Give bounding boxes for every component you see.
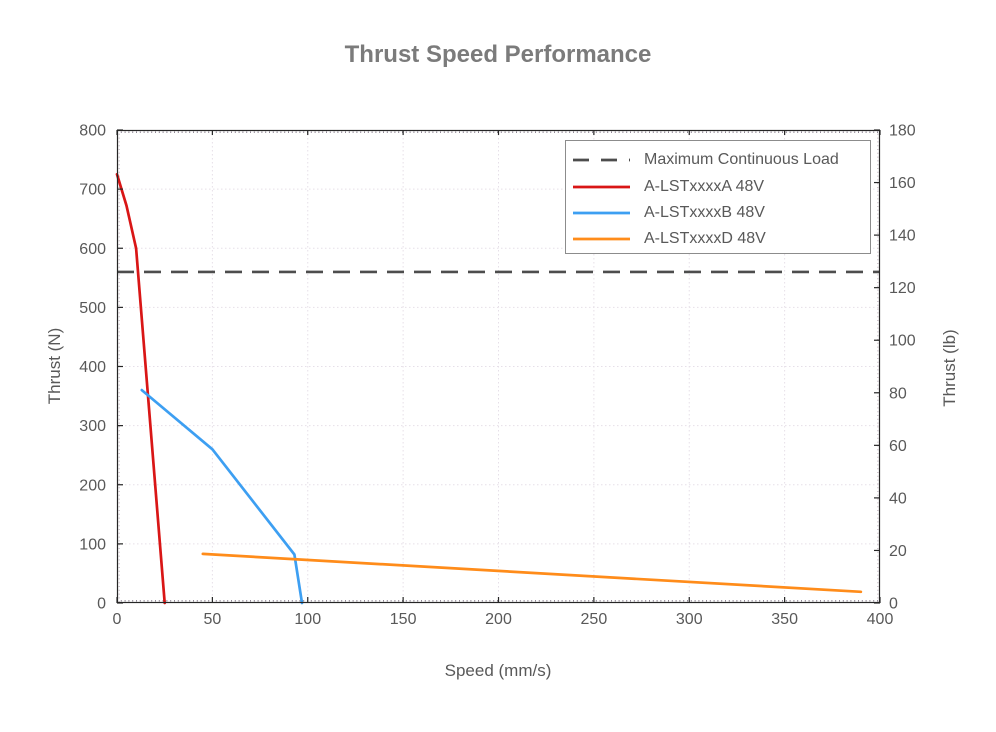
y-right-tick-label: 180 bbox=[889, 123, 916, 140]
y-right-tick-label: 160 bbox=[889, 175, 916, 192]
y-left-tick-label: 200 bbox=[79, 477, 106, 494]
legend-label: A-LSTxxxxA 48V bbox=[644, 177, 765, 195]
y-right-tick-label: 40 bbox=[889, 490, 907, 507]
legend-label: A-LSTxxxxD 48V bbox=[644, 230, 766, 248]
y-left-tick-label: 400 bbox=[79, 359, 106, 376]
x-tick-label: 250 bbox=[581, 611, 608, 628]
legend-line-sample bbox=[573, 211, 630, 215]
y-right-tick-label: 20 bbox=[889, 543, 907, 560]
y-right-tick-label: 0 bbox=[889, 596, 898, 613]
series-line-a-lstxxxxa-48v bbox=[115, 172, 167, 605]
legend: Maximum Continuous Load A-LSTxxxxA 48V A-L… bbox=[565, 140, 871, 254]
chart-title: Thrust Speed Performance bbox=[344, 41, 652, 68]
y-right-tick-label: 80 bbox=[889, 385, 907, 402]
legend-line-sample bbox=[573, 238, 630, 241]
y-left-tick-label: 700 bbox=[79, 182, 106, 199]
x-tick-label: 350 bbox=[771, 611, 798, 628]
series-line-a-lstxxxxd-48v bbox=[201, 552, 863, 594]
legend-label: A-LSTxxxxB 48V bbox=[644, 203, 765, 221]
y-right-tick-label: 100 bbox=[889, 333, 916, 350]
legend-line-sample bbox=[573, 185, 630, 188]
x-tick-label: 100 bbox=[294, 611, 321, 628]
y-left-tick-label: 600 bbox=[79, 241, 106, 258]
legend-item: Maximum Continuous Load bbox=[566, 147, 870, 173]
legend-label: Maximum Continuous Load bbox=[644, 151, 839, 169]
series-line-a-lstxxxxb-48v bbox=[140, 388, 304, 605]
y-right-tick-label: 120 bbox=[889, 280, 916, 297]
y-left-tick-label: 100 bbox=[79, 536, 106, 553]
x-tick-label: 50 bbox=[203, 611, 221, 628]
x-tick-label: 400 bbox=[867, 611, 894, 628]
y-right-tick-label: 60 bbox=[889, 438, 907, 455]
y-left-tick-label: 0 bbox=[97, 596, 106, 613]
x-tick-label: 0 bbox=[113, 611, 122, 628]
x-tick-label: 200 bbox=[485, 611, 512, 628]
y-axis-label-left: Thrust (N) bbox=[45, 327, 64, 405]
x-tick-label: 150 bbox=[390, 611, 417, 628]
x-axis-label: Speed (mm/s) bbox=[444, 661, 552, 680]
y-axis-label-right: Thrust (lb) bbox=[940, 329, 959, 407]
legend-item: A-LSTxxxxD 48V bbox=[566, 226, 870, 252]
x-tick-label: 300 bbox=[676, 611, 703, 628]
legend-item: A-LSTxxxxB 48V bbox=[566, 200, 870, 226]
legend-item: A-LSTxxxxA 48V bbox=[566, 173, 870, 199]
legend-dashed-line-sample bbox=[573, 158, 630, 162]
y-left-tick-label: 800 bbox=[79, 123, 106, 140]
y-left-tick-label: 300 bbox=[79, 418, 106, 435]
y-right-tick-label: 140 bbox=[889, 228, 916, 245]
y-left-tick-label: 500 bbox=[79, 300, 106, 317]
